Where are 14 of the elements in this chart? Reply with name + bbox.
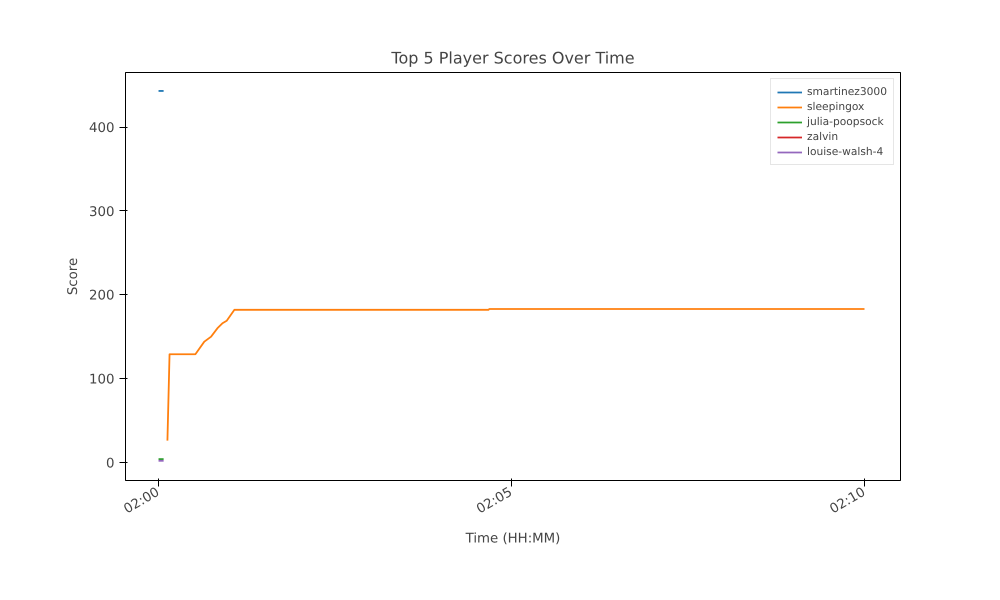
line-series bbox=[166, 308, 866, 442]
legend-label: louise-walsh-4 bbox=[806, 145, 884, 158]
x-axis-title: Time (HH:MM) bbox=[464, 532, 560, 547]
legend-label: smartinez3000 bbox=[806, 85, 887, 98]
legend-label: sleepingox bbox=[806, 100, 864, 113]
y-tick-label: 200 bbox=[89, 288, 115, 304]
y-axis-title: Score bbox=[66, 258, 82, 296]
chart-title: Top 5 Player Scores Over Time bbox=[390, 48, 635, 68]
legend-label: julia-poopsock bbox=[806, 115, 884, 128]
y-tick-label: 300 bbox=[89, 204, 115, 220]
legend-label: zalvin bbox=[806, 130, 838, 143]
y-tick-label: 400 bbox=[89, 121, 115, 136]
y-tick-label: 100 bbox=[89, 372, 115, 388]
y-tick-label: 0 bbox=[106, 456, 115, 472]
